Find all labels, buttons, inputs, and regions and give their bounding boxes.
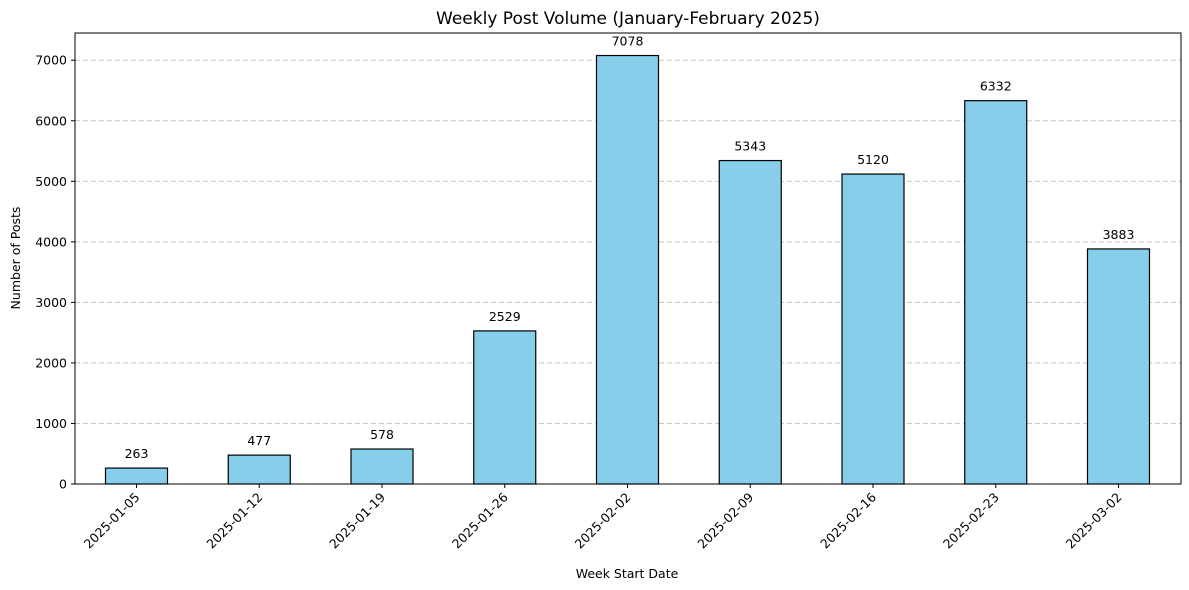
bar (841, 173, 905, 485)
bar (1086, 248, 1151, 485)
data-label: 3883 (1103, 227, 1135, 242)
data-label: 5343 (734, 139, 766, 154)
y-tick-label: 3000 (35, 295, 67, 310)
bar (473, 330, 537, 485)
bar (350, 448, 414, 485)
bar (227, 454, 291, 485)
bars-group (104, 54, 1151, 485)
data-label: 477 (247, 433, 271, 448)
bar (595, 54, 660, 485)
data-label: 578 (370, 427, 394, 442)
y-tick-label: 7000 (35, 53, 67, 68)
data-label: 7078 (612, 34, 644, 49)
y-tick-label: 2000 (35, 355, 67, 370)
data-label: 6332 (980, 79, 1012, 94)
data-label: 5120 (857, 152, 889, 167)
y-axis-label: Number of Posts (8, 207, 23, 310)
y-tick-label: 4000 (35, 234, 67, 249)
data-label: 263 (125, 446, 149, 461)
bar (964, 100, 1028, 485)
x-axis-label: Week Start Date (576, 566, 679, 581)
y-tick-label: 6000 (35, 113, 67, 128)
bar (718, 159, 782, 485)
y-tick-label: 1000 (35, 416, 67, 431)
data-labels: 263 477 578 2529 7078 5343 5120 6332 3883 (125, 34, 1135, 462)
y-axis-ticks: 0 1000 2000 3000 4000 5000 6000 7000 (35, 53, 75, 492)
bar (104, 467, 169, 485)
y-tick-label: 5000 (35, 174, 67, 189)
y-tick-label: 0 (59, 477, 67, 492)
chart-title: Weekly Post Volume (January-February 202… (436, 9, 820, 29)
data-label: 2529 (489, 309, 521, 324)
